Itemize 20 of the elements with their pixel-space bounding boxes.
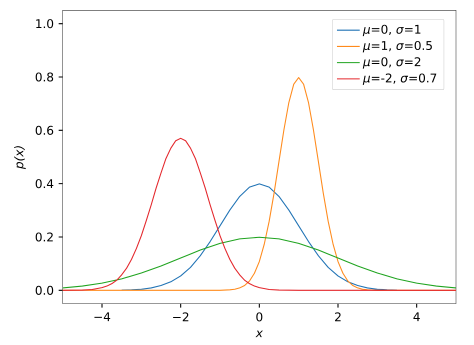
x-tick-label: 4 (413, 312, 420, 322)
line-series (62, 236, 456, 288)
y-tick-label: 0.2 (36, 232, 53, 242)
y-tick-label: 1.0 (36, 19, 54, 28)
line-series (62, 138, 456, 291)
legend-label: μ=0, σ=2 (362, 57, 420, 69)
line-series (121, 183, 398, 291)
x-tick-label: −4 (94, 312, 110, 322)
legend-label: μ=0, σ=1 (362, 24, 420, 36)
x-tick-label: −2 (173, 312, 188, 322)
y-tick-label: 0.8 (36, 72, 54, 82)
legend-label: μ=-2, σ=0.7 (362, 73, 436, 85)
x-axis-title: x (255, 330, 263, 338)
y-tick-label: 0.0 (36, 286, 54, 295)
y-axis-title: p(x) (14, 146, 26, 170)
legend-label: μ=1, σ=0.5 (362, 40, 432, 52)
y-tick-label: 0.6 (36, 126, 54, 135)
x-tick-label: 0 (256, 312, 262, 322)
x-tick-label: 2 (335, 312, 341, 322)
y-tick-label: 0.4 (36, 179, 54, 188)
